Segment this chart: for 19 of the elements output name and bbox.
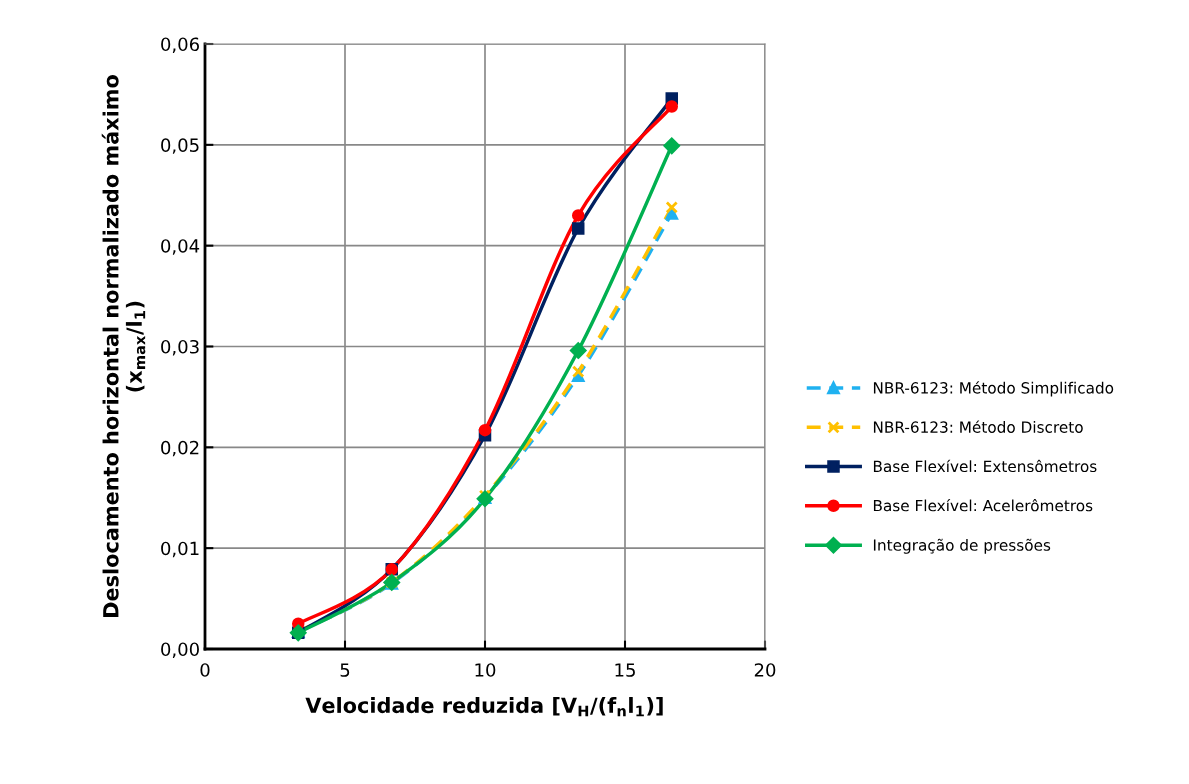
legend-label: NBR-6123: Método Discreto	[873, 420, 1083, 433]
y-tick-label: 0,00	[161, 642, 199, 658]
legend-label: Base Flexível: Acelerômetros	[873, 498, 1093, 512]
y-axis-title: Deslocamento horizontal normalizado máximo (x$_{max}$/l$_{1}$)	[101, 75, 146, 617]
x-tick-label: 0	[200, 663, 210, 677]
legend-label: Integração de pressões	[873, 538, 1051, 554]
y-tick-label: 0,05	[161, 138, 199, 154]
y-tick-label: 0,06	[161, 37, 199, 53]
x-tick-label: 10	[475, 663, 496, 677]
y-tick-label: 0,03	[161, 339, 199, 356]
x-axis-title: Velocidade reduzida [V$_{H}$/(f$_{n}$l$_{1}$)]	[305, 697, 663, 717]
y-tick-label: 0,02	[161, 440, 199, 457]
x-tick-label: 15	[615, 663, 635, 677]
legend-label: Base Flexível: Extensômetros	[873, 459, 1097, 473]
y-tick-label: 0,04	[161, 239, 200, 255]
x-tick-label: 5	[340, 663, 350, 677]
x-tick-label: 20	[754, 663, 776, 677]
y-tick-label: 0,01	[161, 541, 199, 558]
legend-label: NBR-6123: Método Simplificado	[873, 381, 1114, 397]
